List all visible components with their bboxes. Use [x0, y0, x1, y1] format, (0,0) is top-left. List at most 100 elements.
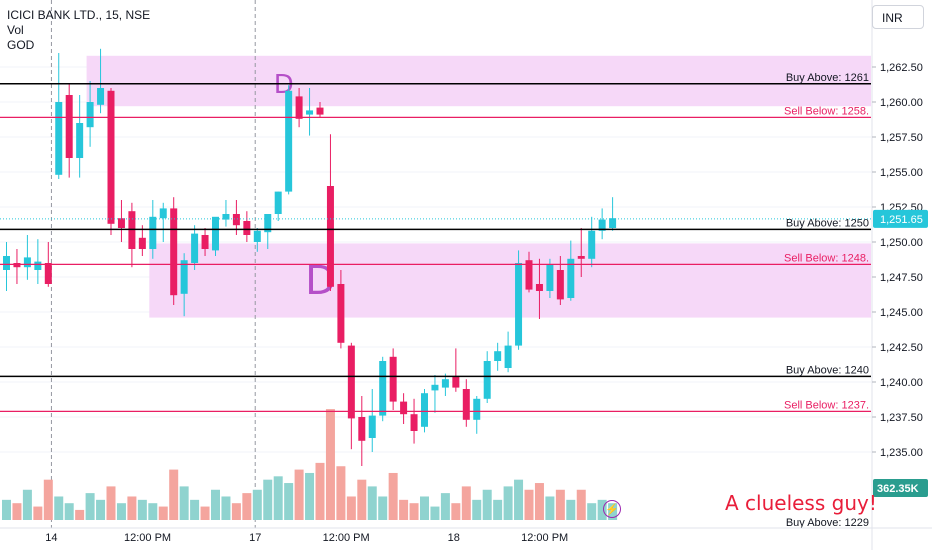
volume-bar	[54, 496, 64, 520]
candle-body	[159, 208, 167, 219]
flash-icon[interactable]: ⚡	[603, 500, 621, 518]
candle	[358, 396, 366, 466]
volume-badge	[873, 479, 928, 497]
candle	[567, 240, 575, 301]
candle	[535, 258, 543, 319]
candle-body	[462, 389, 470, 420]
candle-body	[567, 258, 575, 298]
candle-body	[358, 417, 366, 441]
candle	[97, 48, 105, 114]
candle	[170, 197, 178, 305]
candle-body	[180, 260, 188, 294]
time-tick-label: 12:00 PM	[521, 532, 568, 544]
candle	[86, 81, 94, 147]
candle	[389, 348, 397, 410]
candle-body	[609, 218, 617, 228]
volume-bar	[503, 486, 513, 520]
candle-body	[525, 260, 533, 290]
price-axis[interactable]: 1,262.501,260.001,257.501,255.001,252.50…	[871, 0, 928, 550]
candle	[212, 216, 219, 256]
candle	[117, 200, 125, 242]
candle-body	[431, 384, 439, 391]
volume-bar	[200, 506, 210, 520]
volume-indicator-label[interactable]: Vol	[7, 23, 24, 37]
candle-body	[421, 393, 428, 427]
candle-body	[400, 401, 408, 415]
god-indicator-label[interactable]: GOD	[7, 38, 35, 52]
volume-bar	[22, 489, 32, 520]
candle	[65, 83, 73, 178]
volume-bar	[430, 506, 440, 520]
candle	[441, 373, 449, 396]
price-tick-label: 1,237.50	[880, 412, 923, 424]
candle-body	[546, 264, 554, 291]
candle-body	[274, 191, 282, 214]
candle-body	[107, 90, 115, 224]
currency-selector[interactable]: INR	[872, 5, 924, 29]
watermark-text: A clueless guy!	[725, 491, 877, 515]
volume-bar	[263, 479, 273, 520]
candle-body	[347, 345, 355, 419]
candle	[368, 389, 376, 452]
volume-bar	[294, 469, 304, 520]
volume-bar	[273, 476, 283, 520]
candle	[128, 202, 136, 268]
volume-bar	[493, 499, 503, 520]
time-tick-label: 12:00 PM	[323, 532, 370, 544]
volume-bar	[64, 503, 74, 520]
volume-bar	[158, 506, 168, 520]
session-separators	[50, 0, 256, 528]
candle-body	[201, 235, 209, 249]
candle	[138, 225, 146, 256]
candle	[515, 250, 523, 350]
symbol-title[interactable]: ICICI BANK LTD., 15, NSE	[7, 8, 151, 22]
time-axis[interactable]: 14 12:00 PM 17 12:00 PM 18 12:00 PM	[0, 527, 932, 544]
candle	[326, 134, 334, 291]
candle	[264, 214, 272, 249]
volume-bar	[440, 493, 450, 520]
candle	[337, 270, 345, 349]
chart-legend: ICICI BANK LTD., 15, NSE Vol GOD	[7, 8, 150, 53]
candle	[577, 228, 585, 277]
candle	[588, 216, 596, 268]
level-label: Buy Above: 1261	[786, 72, 869, 84]
candle	[473, 396, 481, 434]
volume-bar	[378, 496, 388, 520]
candle	[452, 348, 460, 392]
volume-bar	[346, 496, 356, 520]
watermark-part-1: A clueless	[725, 491, 826, 515]
level-label: Sell Below: 1248.	[784, 252, 869, 264]
volume-bar	[242, 493, 252, 520]
candle-body	[86, 102, 94, 128]
candle-body	[55, 102, 63, 175]
volume-bar	[85, 493, 95, 520]
volume-bar	[325, 409, 335, 520]
candle-body	[535, 284, 543, 291]
price-tick-label: 1,262.50	[880, 62, 923, 74]
candle-body	[515, 263, 523, 346]
volume-bar	[597, 499, 607, 520]
candle	[295, 88, 303, 128]
candle-body	[556, 270, 564, 300]
candle-body	[295, 96, 303, 119]
volume-bar	[388, 472, 398, 520]
candle-body	[212, 216, 219, 251]
candle	[421, 389, 428, 433]
candle	[306, 88, 314, 136]
volume-bar	[587, 503, 597, 520]
volume-bar	[221, 496, 231, 520]
candle	[3, 242, 10, 291]
candle	[462, 379, 470, 427]
volume-bar	[169, 469, 179, 520]
price-tick-label: 1,240.00	[880, 377, 923, 389]
time-tick-label: 12:00 PM	[124, 532, 171, 544]
last-price-badge	[873, 209, 928, 228]
volume-bar	[305, 472, 315, 520]
candle	[609, 197, 617, 231]
candle-body	[577, 256, 585, 259]
candle-body	[504, 345, 512, 368]
time-tick-label: 14	[45, 532, 57, 544]
volume-bar	[524, 489, 534, 520]
